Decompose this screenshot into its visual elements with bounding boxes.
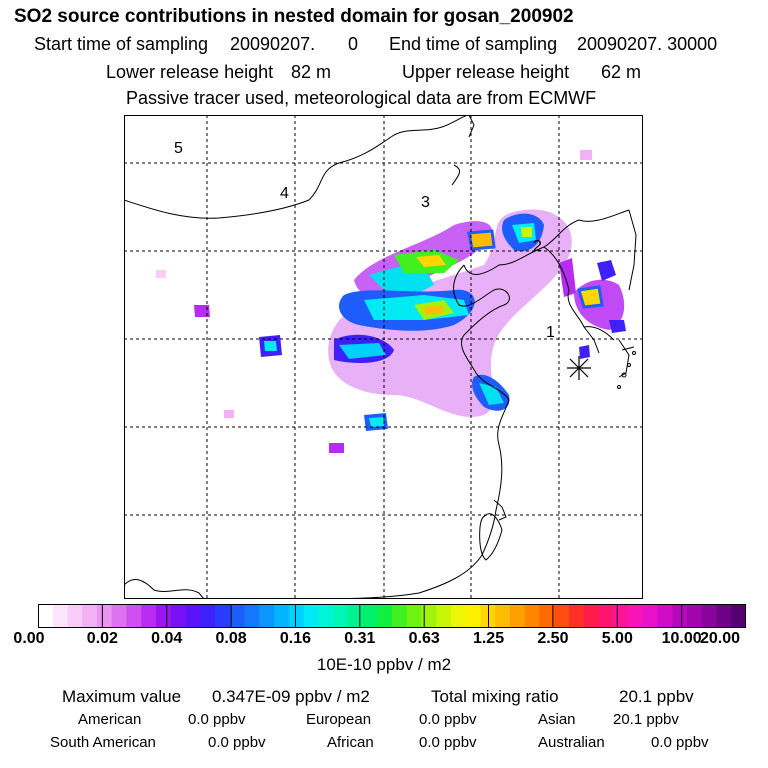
colorbar-cell [185, 604, 201, 628]
colorbar-tick-label: 0.02 [86, 630, 118, 647]
colorbar-tick-label: 10.00 [661, 630, 702, 647]
colorbar-cell [539, 604, 555, 628]
colorbar-cell [495, 604, 511, 628]
end-time-value: 20090207. 30000 [577, 34, 718, 54]
region-label-3: 3 [421, 194, 430, 211]
south-american-label: South American [50, 734, 156, 751]
colorbar-tick-label: 0.16 [279, 630, 312, 647]
region-label-5: 5 [174, 140, 183, 157]
colorbar-cell [672, 604, 688, 628]
colorbar-cell [421, 604, 437, 628]
south-american-value: 0.0 ppbv [208, 734, 266, 751]
colorbar-cell [200, 604, 216, 628]
colorbar-cell [701, 604, 718, 628]
islands [617, 351, 636, 389]
colorbar-cell [111, 604, 128, 628]
colorbar-tick-label: 2.50 [537, 630, 569, 647]
contribution-map: 5 4 3 2 1 [124, 115, 643, 599]
region-label-2: 2 [533, 238, 542, 255]
colorbar-tick-label: 5.00 [601, 630, 633, 647]
colorbar-cell [598, 604, 614, 628]
colorbar-cell [303, 604, 319, 628]
max-value-label: Maximum value [62, 687, 182, 706]
colorbar-cell [731, 604, 746, 628]
lower-height-value: 82 m [291, 62, 332, 82]
receptor-asterisk-icon [567, 356, 591, 380]
colorbar-cell [583, 604, 600, 628]
total-mixing-value: 20.1 ppbv [619, 687, 694, 706]
colorbar-cell [288, 604, 305, 628]
australian-value: 0.0 ppbv [651, 734, 709, 751]
colorbar-cell [451, 604, 467, 628]
start-time-label: Start time of sampling [34, 34, 209, 54]
colorbar-cell [657, 604, 673, 628]
colorbar-cell [215, 604, 231, 628]
colorbar-cell [156, 604, 172, 628]
colorbar-cell [52, 604, 69, 628]
colorbar-cell [97, 604, 113, 628]
colorbar-cell [465, 604, 482, 628]
region-label-4: 4 [280, 185, 289, 202]
colorbar-cell [141, 604, 157, 628]
colorbar-cell [126, 604, 142, 628]
colorbar-cell [524, 604, 541, 628]
colorbar-cell [406, 604, 423, 628]
end-time-label: End time of sampling [389, 34, 558, 54]
colorbar-cell [554, 604, 570, 628]
upper-height-value: 62 m [601, 62, 642, 82]
colorbar-cell [687, 604, 703, 628]
colorbar-tick-label: 1.25 [472, 630, 505, 647]
colorbar [38, 604, 746, 628]
max-value: 0.347E-09 ppbv / m2 [212, 687, 370, 706]
start-time-value: 20090207. [230, 34, 316, 54]
colorbar-cell [347, 604, 364, 628]
colorbar-cell [392, 604, 408, 628]
colorbar-cell [318, 604, 334, 628]
european-value: 0.0 ppbv [419, 711, 477, 728]
colorbar-cell [716, 604, 732, 628]
colorbar-cell [510, 604, 526, 628]
lat-lon-grid [124, 115, 643, 599]
colorbar-cell [569, 604, 585, 628]
american-value: 0.0 ppbv [188, 711, 246, 728]
asian-label: Asian [538, 711, 576, 728]
colorbar-tick-label: 0.04 [151, 630, 183, 647]
total-mixing-label: Total mixing ratio [431, 687, 559, 706]
colorbar-cell [229, 604, 246, 628]
colorbar-tick-label: 0.63 [408, 630, 440, 647]
colorbar-cell [244, 604, 260, 628]
region-label-1: 1 [546, 324, 555, 341]
colorbar-cell [436, 604, 452, 628]
african-value: 0.0 ppbv [419, 734, 477, 751]
african-label: African [327, 734, 374, 751]
colorbar-cell [170, 604, 187, 628]
plot-title: SO2 source contributions in nested domai… [14, 6, 574, 27]
colorbar-cell [642, 604, 659, 628]
colorbar-tick-label: 0.31 [344, 630, 376, 647]
colorbar-cell [377, 604, 393, 628]
european-label: European [306, 711, 372, 728]
australian-label: Australian [538, 734, 605, 751]
colorbar-cell [628, 604, 644, 628]
american-label: American [78, 711, 142, 728]
colorbar-cell [362, 604, 378, 628]
start-time-hour: 0 [348, 34, 359, 54]
map-frame [124, 115, 643, 599]
colorbar-cell [38, 604, 54, 628]
colorbar-tick-label: 20.00 [699, 630, 741, 647]
colorbar-units: 10E-10 ppbv / m2 [316, 655, 452, 674]
lower-height-label: Lower release height [106, 62, 274, 82]
upper-height-label: Upper release height [402, 62, 570, 82]
colorbar-tick-label: 0.00 [13, 630, 45, 647]
data-source-note: Passive tracer used, meteorological data… [126, 88, 597, 108]
colorbar-cell [274, 604, 290, 628]
colorbar-cell [67, 604, 83, 628]
colorbar-tick-label: 0.08 [215, 630, 247, 647]
colorbar-cell [259, 604, 275, 628]
colorbar-cell [333, 604, 349, 628]
asian-value: 20.1 ppbv [613, 711, 679, 728]
colorbar-cell [613, 604, 629, 628]
plume-field [156, 150, 626, 453]
colorbar-cell [82, 604, 98, 628]
